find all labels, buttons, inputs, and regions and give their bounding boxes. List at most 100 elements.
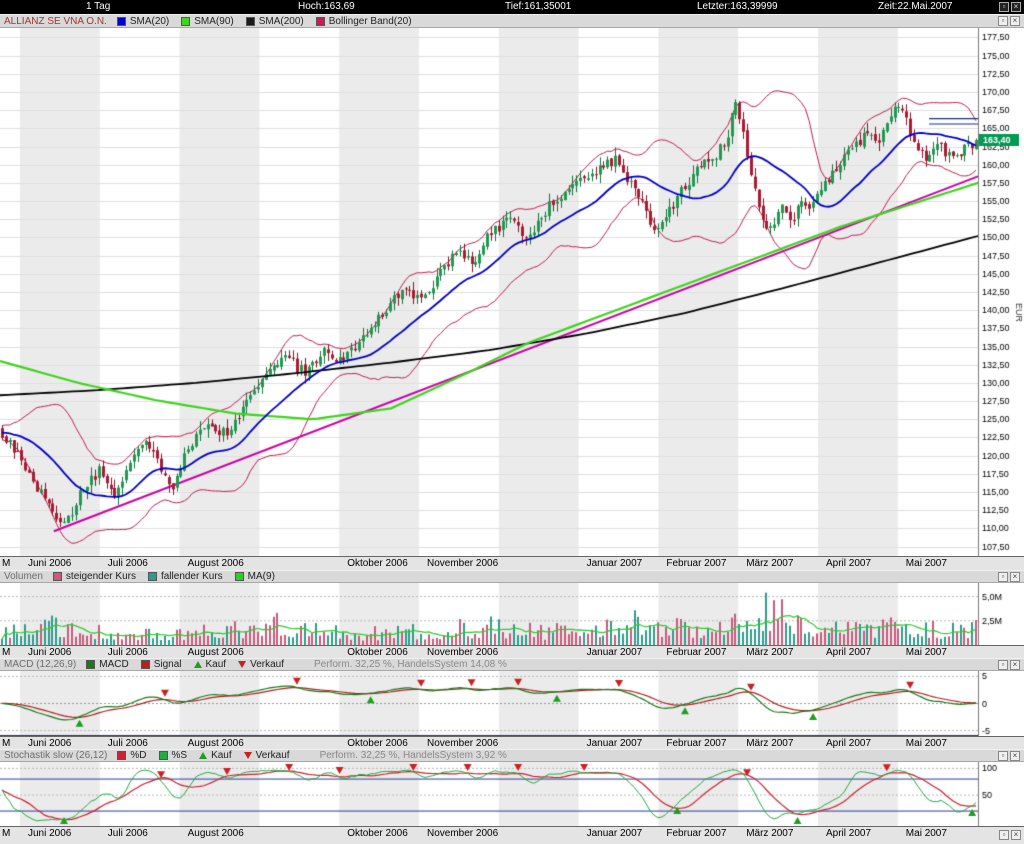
volume-title: Volumen — [4, 571, 43, 582]
legend-label: SMA(20) — [129, 15, 170, 27]
legend-item[interactable]: %S — [158, 750, 187, 761]
legend-label: Kauf — [211, 750, 232, 761]
time-label: Zeit:22.Mai.2007 — [878, 1, 953, 12]
topbar: 1 Tag Hoch:163,69 Tief:161,35001 Letzter… — [0, 0, 1024, 14]
legend-item[interactable]: Verkauf — [238, 659, 284, 670]
legend-label: fallender Kurs — [160, 571, 223, 582]
restore-icon[interactable]: ▫ — [998, 659, 1008, 670]
month-label: März 2007 — [746, 558, 794, 569]
stochastic-legend: %D %S Kauf Verkauf — [117, 750, 301, 761]
month-label: Oktober 2006 — [347, 738, 408, 749]
buy-triangle-icon — [193, 661, 202, 668]
legend-item[interactable]: Kauf — [199, 750, 232, 761]
close-icon[interactable]: × — [1011, 830, 1021, 840]
window-controls: ▫ × — [999, 2, 1021, 12]
legend-item[interactable]: Bollinger Band(20) — [315, 16, 412, 27]
close-icon[interactable]: × — [1010, 659, 1020, 670]
legend-item[interactable]: MA(9) — [234, 571, 275, 582]
month-label: Februar 2007 — [666, 738, 727, 749]
last-label: Letzter:163,39999 — [697, 1, 778, 12]
macd-performance: Perform. 32,25 %, HandelsSystem 14,08 % — [314, 659, 507, 670]
sma200-swatch-icon — [245, 16, 255, 26]
month-label: Mai 2007 — [905, 828, 947, 839]
price-chart-canvas[interactable] — [0, 28, 1024, 556]
legend-label: %D — [130, 750, 147, 761]
legend-label: Verkauf — [255, 750, 290, 761]
month-label: April 2007 — [826, 828, 872, 839]
high-label: Hoch:163,69 — [298, 1, 355, 12]
month-label: November 2006 — [427, 647, 499, 658]
month-label: März 2007 — [746, 738, 794, 749]
stochastic-chart-canvas[interactable] — [0, 762, 1024, 826]
month-label: August 2006 — [187, 558, 244, 569]
month-label: April 2007 — [826, 558, 872, 569]
month-label: Juni 2006 — [28, 647, 72, 658]
month-label: März 2007 — [746, 828, 794, 839]
month-label: Januar 2007 — [586, 558, 643, 569]
month-label: Oktober 2006 — [347, 558, 408, 569]
month-label: November 2006 — [427, 828, 499, 839]
signal-swatch-icon — [140, 660, 150, 669]
sell-triangle-icon — [238, 661, 247, 668]
month-label: März 2007 — [746, 647, 794, 658]
sma20-swatch-icon — [116, 16, 126, 26]
window-controls: ▫ × — [998, 750, 1020, 761]
percent-s-swatch-icon — [158, 751, 168, 760]
close-icon[interactable]: × — [1010, 16, 1020, 26]
stochastic-performance: Perform. 32,25 %, HandelsSystem 3,92 % — [319, 750, 507, 761]
low-label: Tief:161,35001 — [505, 1, 572, 12]
legend-item[interactable]: Verkauf — [243, 750, 290, 761]
legend-item[interactable]: steigender Kurs — [52, 571, 136, 582]
period-label[interactable]: 1 Tag — [86, 1, 111, 12]
month-label: Juni 2006 — [28, 558, 72, 569]
restore-icon[interactable]: ▫ — [998, 571, 1008, 582]
month-label: M — [2, 828, 11, 839]
legend-label: steigender Kurs — [65, 571, 136, 582]
restore-icon[interactable]: ▫ — [998, 16, 1008, 26]
volume-chart-canvas[interactable] — [0, 583, 1024, 645]
month-label: Mai 2007 — [905, 738, 947, 749]
window-controls: ▫ × — [999, 830, 1021, 840]
month-label: M — [2, 558, 11, 569]
close-icon[interactable]: × — [1010, 571, 1020, 582]
month-label: Mai 2007 — [905, 647, 947, 658]
legend-item[interactable]: %D — [117, 750, 147, 761]
month-label: Mai 2007 — [905, 558, 947, 569]
legend-label: Signal — [153, 659, 182, 670]
restore-icon[interactable]: ▫ — [999, 830, 1009, 840]
close-icon[interactable]: × — [1010, 750, 1020, 761]
stochastic-title: Stochastik slow (26,12) — [4, 750, 108, 761]
legend-label: MA(9) — [247, 571, 275, 582]
month-label: M — [2, 738, 11, 749]
restore-icon[interactable]: ▫ — [999, 2, 1009, 12]
legend-label: Kauf — [205, 659, 227, 670]
legend-label: MACD — [99, 659, 129, 670]
legend-item[interactable]: Signal — [140, 659, 182, 670]
legend-item[interactable]: MACD — [86, 659, 129, 670]
month-label: Januar 2007 — [586, 828, 643, 839]
macd-swatch-icon — [86, 660, 96, 669]
legend-label: Verkauf — [250, 659, 285, 670]
macd-chart-canvas[interactable] — [0, 671, 1024, 736]
legend-item[interactable]: Kauf — [193, 659, 227, 670]
legend-item[interactable]: SMA(90) — [181, 16, 234, 27]
legend-item[interactable]: SMA(200) — [245, 16, 304, 27]
month-label: Juli 2006 — [107, 828, 148, 839]
price-panel-header: ALLIANZ SE VNA O.N. SMA(20) SMA(90) SMA(20… — [0, 14, 1024, 28]
month-label: Juni 2006 — [28, 738, 72, 749]
month-label: August 2006 — [187, 647, 244, 658]
percent-d-swatch-icon — [117, 751, 127, 760]
falling-volume-swatch-icon — [147, 572, 157, 581]
close-icon[interactable]: × — [1011, 2, 1021, 12]
restore-icon[interactable]: ▫ — [998, 750, 1008, 761]
volume-legend: steigender Kurs fallender Kurs MA(9) — [52, 571, 287, 582]
month-label: Juni 2006 — [28, 828, 72, 839]
macd-legend: MACD Signal Kauf Verkauf — [86, 659, 296, 670]
legend-item[interactable]: fallender Kurs — [147, 571, 223, 582]
month-label: Oktober 2006 — [347, 647, 408, 658]
month-label: November 2006 — [427, 558, 499, 569]
legend-item[interactable]: SMA(20) — [116, 15, 170, 27]
month-label: M — [2, 647, 11, 658]
sell-triangle-icon — [243, 752, 252, 759]
